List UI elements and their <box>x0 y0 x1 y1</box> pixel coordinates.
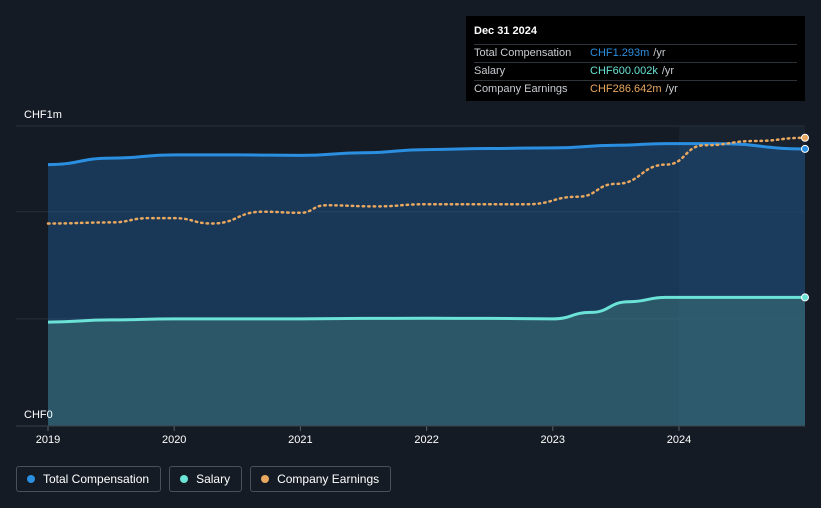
legend-item-salary[interactable]: Salary <box>169 466 243 492</box>
salary-endpoint <box>801 293 809 302</box>
chart-legend: Total Compensation Salary Company Earnin… <box>16 466 392 492</box>
total-compensation-endpoint <box>801 144 809 153</box>
tooltip-value: CHF286.642m <box>590 83 662 95</box>
company-earnings-line <box>46 136 807 225</box>
legend-item-total-compensation[interactable]: Total Compensation <box>16 466 162 492</box>
x-tick-label: 2023 <box>541 434 565 446</box>
y-tick-label: CHF1m <box>24 109 62 121</box>
company-earnings-endpoint <box>801 133 809 142</box>
tooltip-date: Dec 31 2024 <box>474 25 537 37</box>
x-tick-label: 2021 <box>288 434 312 446</box>
y-axis: CHF0 CHF1m <box>24 109 62 421</box>
tooltip-unit: /yr <box>653 47 666 59</box>
x-tick-label: 2022 <box>414 434 438 446</box>
x-tick-label: 2019 <box>36 434 60 446</box>
tooltip-label: Salary <box>474 65 506 77</box>
tooltip-row-total-compensation: Total Compensation CHF1.293m /yr <box>474 44 797 62</box>
tooltip-unit: /yr <box>665 83 678 95</box>
tooltip-unit: /yr <box>661 65 675 77</box>
legend-label: Total Compensation <box>43 472 150 486</box>
tooltip-row-salary: Salary CHF600.002k /yr <box>474 62 797 80</box>
total-compensation-area <box>48 143 805 427</box>
tooltip-row-company-earnings: Company Earnings CHF286.642m /yr <box>474 80 797 98</box>
legend-label: Salary <box>196 472 231 486</box>
x-axis: 2019 2020 2021 2022 2023 2024 <box>16 425 805 446</box>
tooltip: Dec 31 2024 Total Compensation CHF1.293m… <box>466 16 805 101</box>
total-compensation-line <box>47 142 806 167</box>
legend-dot-icon <box>180 475 189 483</box>
salary-line <box>47 295 805 324</box>
tooltip-label: Total Compensation <box>474 47 572 59</box>
legend-dot-icon <box>261 475 270 483</box>
salary-area <box>48 297 805 426</box>
x-tick-label: 2020 <box>162 434 186 446</box>
legend-item-company-earnings[interactable]: Company Earnings <box>250 466 392 492</box>
tooltip-value: CHF600.002k <box>590 65 658 77</box>
legend-label: Company Earnings <box>277 472 380 486</box>
forecast-shaded-region <box>679 126 805 426</box>
series-layer <box>46 133 809 427</box>
tooltip-label: Company Earnings <box>474 83 568 95</box>
tooltip-value: CHF1.293m <box>590 47 650 59</box>
legend-dot-icon <box>27 475 35 483</box>
y-tick-label: CHF0 <box>24 409 53 421</box>
x-tick-label: 2024 <box>667 434 691 446</box>
